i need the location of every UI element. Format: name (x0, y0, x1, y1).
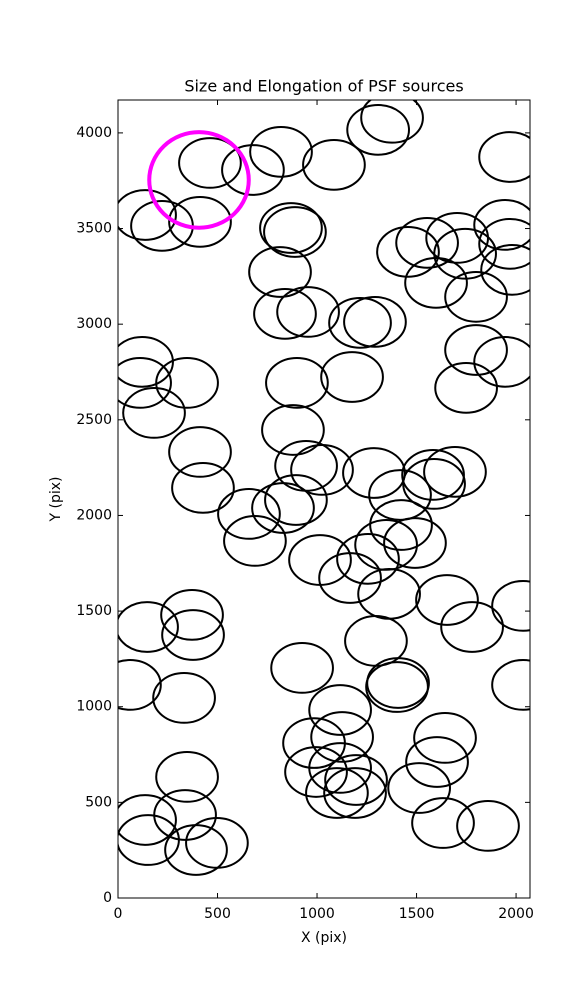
psf-ellipse (168, 195, 232, 248)
psf-ellipse (336, 533, 400, 585)
psf-ellipse (259, 202, 323, 254)
psf-ellipse (290, 444, 354, 496)
psf-ellipse (284, 746, 348, 798)
psf-ellipse (310, 711, 374, 763)
psf-ellipse (478, 131, 530, 183)
psf-ellipse (323, 767, 387, 819)
axes-frame (117, 99, 531, 899)
x-axis-label: X (pix) (301, 930, 347, 946)
psf-ellipse (161, 609, 225, 661)
psf-ellipse (249, 125, 313, 178)
y-tick-label: 1500 (76, 603, 112, 619)
psf-ellipse (118, 601, 179, 653)
psf-ellipse (223, 515, 287, 567)
psf-ellipse (360, 100, 424, 144)
psf-ellipse (118, 659, 162, 711)
psf-ellipse (265, 357, 329, 409)
x-tick-label: 0 (114, 906, 123, 922)
y-tick-label: 1000 (76, 699, 112, 715)
psf-ellipse (147, 130, 251, 230)
psf-ellipse (305, 767, 369, 819)
psf-ellipse (480, 243, 530, 296)
psf-ellipse (473, 335, 530, 388)
psf-ellipse (152, 672, 216, 724)
psf-ellipse (387, 762, 451, 814)
psf-ellipse (308, 742, 372, 794)
psf-ellipse (368, 469, 432, 521)
y-tick-label: 0 (103, 890, 112, 906)
psf-ellipse (402, 458, 466, 510)
psf-ellipse (423, 445, 487, 498)
psf-ellipse (253, 287, 317, 340)
psf-ellipse (318, 552, 382, 604)
psf-ellipse (491, 659, 530, 711)
psf-ellipse (118, 814, 180, 866)
psf-ellipse (261, 404, 325, 456)
psf-ellipse (324, 754, 388, 806)
y-tick-label: 3000 (76, 316, 112, 332)
chart-title: Size and Elongation of PSF sources (184, 77, 463, 96)
psf-ellipse (118, 794, 177, 846)
y-tick-label: 3500 (76, 221, 112, 237)
psf-ellipse (168, 426, 232, 478)
psf-ellipse (155, 357, 219, 409)
psf-ellipse (395, 217, 459, 269)
x-tick-label: 500 (204, 906, 231, 922)
psf-ellipse (343, 296, 407, 348)
psf-ellipse (415, 574, 479, 626)
psf-ellipse (365, 661, 429, 713)
psf-ellipse (444, 270, 508, 323)
psf-ellipse (264, 474, 328, 526)
psf-ellipse (376, 226, 440, 278)
psf-ellipse (405, 736, 469, 788)
psf-ellipse (328, 296, 392, 349)
psf-ellipse (160, 589, 224, 641)
psf-ellipse (320, 351, 384, 403)
y-tick-label: 500 (85, 794, 112, 810)
x-tick-label: 2000 (498, 906, 534, 922)
x-tick-label: 1500 (399, 906, 435, 922)
psf-ellipse (221, 144, 285, 196)
y-tick-label: 2500 (76, 412, 112, 428)
psf-ellipse (473, 199, 530, 251)
psf-ellipse (404, 256, 468, 309)
psf-ellipse (263, 206, 327, 258)
psf-ellipse (369, 499, 433, 551)
psf-ellipse (342, 447, 406, 499)
psf-ellipse (444, 324, 508, 376)
psf-ellipse (276, 286, 340, 338)
psf-ellipse (411, 797, 475, 849)
psf-ellipse (270, 642, 334, 694)
psf-ellipse (178, 137, 242, 189)
psf-ellipse (155, 751, 219, 803)
plot-area (118, 100, 530, 876)
y-tick-label: 4000 (76, 125, 112, 141)
psf-ellipse (491, 580, 530, 632)
psf-ellipse (118, 335, 174, 388)
psf-ellipse (122, 387, 186, 439)
y-axis-label: Y (pix) (48, 477, 64, 523)
psf-ellipse (434, 362, 498, 414)
psf-ellipse (217, 488, 281, 540)
x-tick-label: 1000 (299, 906, 335, 922)
psf-ellipse (118, 189, 177, 241)
psf-ellipse (433, 227, 497, 280)
psf-ellipse (346, 103, 410, 156)
psf-ellipse (248, 246, 312, 298)
psf-ellipse (383, 517, 447, 569)
psf-ellipse (302, 138, 366, 191)
psf-ellipse (171, 462, 235, 514)
psf-ellipse (185, 817, 249, 869)
psf-ellipse (478, 217, 530, 270)
psf-ellipse (440, 601, 504, 653)
psf-ellipse (413, 712, 477, 764)
psf-ellipse (118, 357, 172, 409)
y-tick-label: 2000 (76, 507, 112, 523)
psf-ellipse (308, 684, 372, 736)
psf-ellipse (456, 800, 520, 852)
